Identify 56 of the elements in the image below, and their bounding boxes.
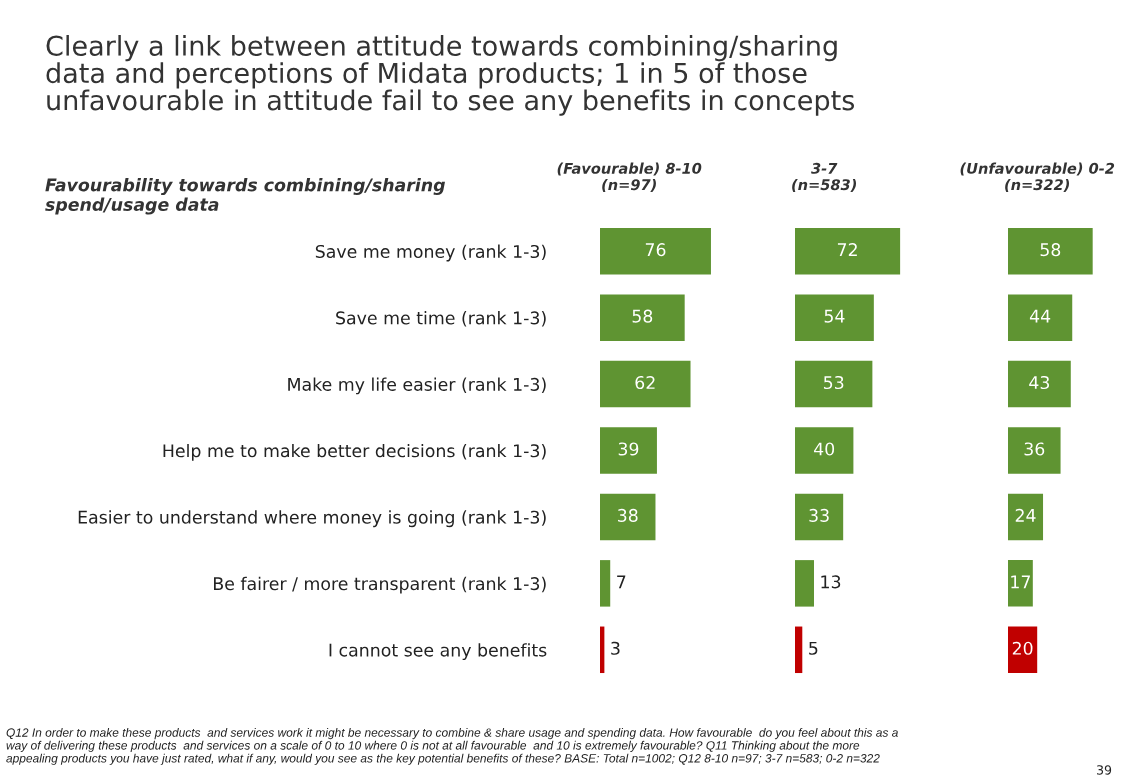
bar [1008, 294, 1073, 341]
bar [1008, 360, 1071, 408]
data-label: 13 [821, 575, 841, 589]
bar [600, 560, 611, 607]
text: Q12 In order to make these products and services work it might be necessary to combine & share usage and spending data. How favourable do you feel about this as a way of delivering these products and services on a scale of 0 to 10 where 0 is not at all favourable and 10 is extremely favourable? Q11 Thinking about the more appealing products you have just rated, what if any, would you see as the key potential benefits of these? BASE: Total n=1002; Q12 8-10 n=97; 3-7 n=583; 0-2 n=322 [6, 728, 898, 765]
bar [795, 560, 814, 607]
data-label: 17 [1011, 575, 1030, 589]
data-label: 40 [814, 442, 835, 456]
bar [795, 294, 874, 341]
chart-title: (Favourable) 8-10 (n=97) [557, 162, 702, 192]
y-tick-label: Help me to make better decisions (rank 1-3) [163, 443, 546, 461]
chart-title: 3-7 (n=583) [792, 162, 857, 192]
bar [1008, 427, 1061, 474]
y-tick-label: Easier to understand where money is going (rank 1-3) [78, 510, 546, 528]
text: Clearly a link between attitude towards combining/sharing data and perceptions of Midata products; 1 in 5 of those unfavourable in attitude fail to see any benefits in concepts [46, 35, 855, 116]
bar [1008, 560, 1033, 607]
bar [1008, 493, 1044, 541]
bar [1008, 626, 1038, 674]
bar [600, 227, 711, 275]
data-label: 76 [645, 243, 666, 257]
bar [795, 227, 901, 275]
data-label: 3 [611, 641, 620, 655]
bar [795, 626, 803, 674]
data-label: 44 [1029, 309, 1051, 323]
data-label: 58 [632, 309, 653, 323]
data-label: 54 [824, 309, 845, 323]
y-tick-label: Make my life easier (rank 1-3) [288, 377, 546, 395]
data-label: 43 [1029, 375, 1050, 390]
data-label: 53 [823, 375, 844, 390]
bar [795, 493, 844, 541]
data-label: 24 [1015, 508, 1036, 522]
data-label: 33 [809, 508, 829, 522]
bar [600, 626, 605, 674]
y-tick-label: I cannot see any benefits [329, 643, 547, 660]
bar [600, 294, 685, 341]
data-label: 72 [837, 243, 857, 256]
bar [1008, 227, 1093, 275]
data-label: 20 [1012, 641, 1033, 655]
bar [795, 360, 873, 408]
data-label: 7 [617, 575, 626, 589]
text: Favourability towards combining/sharing spend/usage data [45, 178, 445, 215]
bar [600, 360, 691, 408]
bar [795, 427, 854, 474]
y-tick-label: Save me money (rank 1-3) [315, 244, 546, 262]
y-tick-label: Save me time (rank 1-3) [336, 311, 546, 327]
data-label: 5 [809, 641, 818, 655]
data-label: 39 [618, 442, 639, 456]
data-label: 36 [1024, 442, 1045, 456]
data-label: 38 [618, 508, 638, 522]
bar [600, 493, 656, 541]
y-tick-label: Be fairer / more transparent (rank 1-3) [214, 576, 546, 594]
data-label: 62 [635, 375, 655, 390]
data-label: 58 [1040, 243, 1061, 257]
chart-title: (Unfavourable) 0-2 (n=322) [960, 162, 1115, 192]
text: 39 [1097, 765, 1112, 775]
bar [600, 427, 657, 474]
